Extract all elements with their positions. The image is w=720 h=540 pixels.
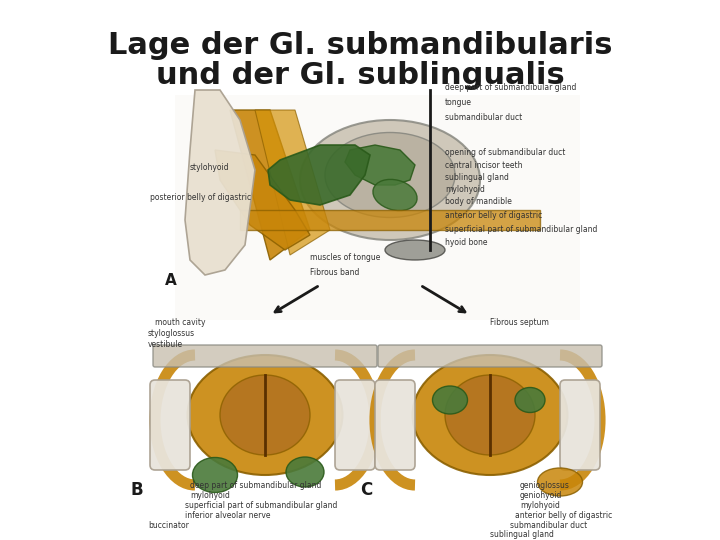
Text: anterior belly of digastric: anterior belly of digastric [445, 211, 542, 220]
Text: superficial part of submandibular gland: superficial part of submandibular gland [445, 225, 598, 234]
Text: mouth cavity: mouth cavity [155, 318, 205, 327]
FancyBboxPatch shape [153, 345, 377, 367]
FancyBboxPatch shape [150, 380, 190, 470]
Ellipse shape [192, 457, 238, 492]
Ellipse shape [220, 375, 310, 455]
Polygon shape [185, 90, 255, 275]
Text: mylohyoid: mylohyoid [520, 501, 560, 510]
Text: central incisor teeth: central incisor teeth [445, 161, 523, 170]
Polygon shape [255, 110, 330, 255]
Text: muscles of tongue: muscles of tongue [310, 253, 380, 262]
Text: und der Gl. sublingualis: und der Gl. sublingualis [156, 60, 564, 90]
Polygon shape [240, 210, 540, 230]
Ellipse shape [373, 179, 417, 211]
Ellipse shape [300, 120, 480, 240]
Text: tongue: tongue [445, 98, 472, 107]
Text: submandibular duct: submandibular duct [445, 113, 522, 122]
Text: Lage der Gl. submandibularis: Lage der Gl. submandibularis [108, 30, 612, 59]
Text: inferior alveolar nerve: inferior alveolar nerve [185, 511, 271, 520]
Text: geniohyoid: geniohyoid [520, 491, 562, 500]
Text: posterior belly of digastric: posterior belly of digastric [150, 193, 251, 202]
Ellipse shape [187, 355, 343, 475]
Ellipse shape [286, 457, 324, 487]
Text: C: C [360, 481, 372, 499]
Ellipse shape [325, 132, 455, 218]
Text: mylohyoid: mylohyoid [190, 491, 230, 500]
Ellipse shape [385, 240, 445, 260]
FancyBboxPatch shape [175, 95, 580, 320]
Text: Fibrous band: Fibrous band [310, 268, 359, 277]
Text: A: A [165, 273, 176, 288]
Text: B: B [130, 481, 143, 499]
Text: opening of submandibular duct: opening of submandibular duct [445, 148, 565, 157]
Text: deep part of submandibular gland: deep part of submandibular gland [445, 83, 577, 92]
Ellipse shape [515, 388, 545, 413]
Text: hyoid bone: hyoid bone [445, 238, 487, 247]
FancyBboxPatch shape [335, 380, 375, 470]
Polygon shape [268, 145, 370, 205]
Ellipse shape [433, 386, 467, 414]
FancyBboxPatch shape [375, 380, 415, 470]
Ellipse shape [445, 375, 535, 455]
Polygon shape [215, 150, 310, 250]
FancyBboxPatch shape [378, 345, 602, 367]
Ellipse shape [413, 355, 567, 475]
FancyBboxPatch shape [560, 380, 600, 470]
Text: sublingual gland: sublingual gland [490, 530, 554, 539]
Text: sublingual gland: sublingual gland [445, 173, 509, 182]
Text: anterior belly of digastric: anterior belly of digastric [515, 511, 612, 520]
Polygon shape [345, 145, 415, 185]
Text: stylohyoid: stylohyoid [190, 163, 230, 172]
Text: styloglossus: styloglossus [148, 329, 195, 338]
Text: body of mandible: body of mandible [445, 197, 512, 206]
Text: genioglossus: genioglossus [520, 481, 570, 490]
Ellipse shape [538, 468, 582, 496]
Text: vestibule: vestibule [148, 340, 183, 349]
Text: Fibrous septum: Fibrous septum [490, 318, 549, 327]
Polygon shape [230, 110, 310, 260]
Text: buccinator: buccinator [148, 521, 189, 530]
Text: submandibular duct: submandibular duct [510, 521, 588, 530]
Text: superficial part of submandibular gland: superficial part of submandibular gland [185, 501, 338, 510]
Text: deep part of submandibular gland: deep part of submandibular gland [190, 481, 321, 490]
Text: mylohyoid: mylohyoid [445, 185, 485, 194]
